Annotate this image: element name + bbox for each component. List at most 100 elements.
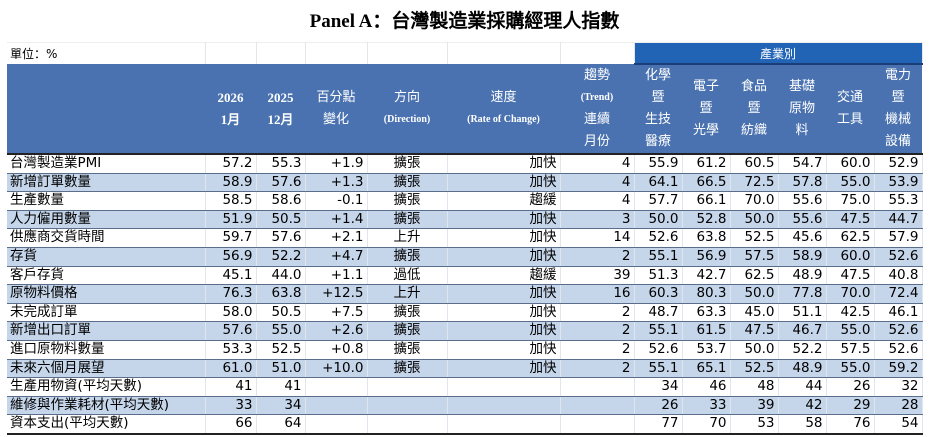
value-2026-jan: 51.9 [205, 210, 257, 230]
industry-value-5: 46.1 [874, 303, 923, 323]
row-label: 新增訂單數量 [7, 173, 206, 193]
industry-value-5: 52.6 [874, 340, 923, 360]
value-2026-jan: 33 [205, 396, 257, 416]
direction: 上升 [367, 284, 448, 304]
header-2025-dec-line: 12月 [267, 111, 294, 127]
header-industry-0-line: 化學 [644, 68, 671, 83]
trend-months: 2 [560, 321, 635, 341]
industry-value-1: 42.7 [682, 266, 731, 286]
header-trend-months-line: (Trend) [580, 91, 614, 103]
point-change: +2.1 [305, 228, 368, 248]
rate-of-change: 加快 [447, 247, 561, 267]
header-industry-3: 基礎 原物料 [778, 64, 826, 155]
trend-months: 3 [560, 210, 635, 230]
rate-of-change: 加快 [447, 210, 561, 230]
industry-value-0: 50.0 [634, 210, 683, 230]
industry-value-0: 52.6 [634, 340, 683, 360]
header-trend-months-line: 連續 [583, 111, 610, 127]
table-row: 新增出口訂單 57.6 55.0 +2.6 擴張 加快 2 55.1 61.5 47.5 46.7 5… [7, 321, 923, 341]
direction [367, 396, 448, 416]
rate-of-change: 趨緩 [447, 191, 561, 211]
header-trend-months-line: 月份 [583, 133, 610, 149]
industry-value-3: 55.6 [778, 191, 827, 211]
industry-value-0: 52.6 [634, 228, 683, 248]
table-row: 生產用物資(平均天數) 41 41 34 46 48 44 26 32 [7, 377, 923, 397]
direction: 擴張 [367, 247, 448, 267]
table-row: 生產數量 58.5 58.6 -0.1 擴張 趨緩 4 57.7 66.1 70.0 55.6 75.… [7, 191, 923, 211]
industry-value-4: 57.5 [826, 340, 875, 360]
value-2026-jan: 57.2 [205, 154, 257, 174]
header-industry-5-line: 電力 [884, 68, 911, 83]
table-row: 維修與作業耗材(平均天數) 33 34 26 33 39 42 29 28 [7, 396, 923, 416]
header-industry-5-line: 設備 [884, 134, 911, 149]
rate-of-change: 加快 [447, 303, 561, 323]
value-2026-jan: 76.3 [205, 284, 257, 304]
rate-of-change: 加快 [447, 154, 561, 174]
header-rate-of-change-line: (Rate of Change) [467, 113, 540, 125]
industry-value-2: 62.5 [730, 266, 779, 286]
industry-value-0: 55.1 [634, 247, 683, 267]
point-change: +1.3 [305, 173, 368, 193]
value-2026-jan: 57.6 [205, 321, 257, 341]
industry-value-2: 50.0 [730, 284, 779, 304]
industry-value-3: 48.9 [778, 266, 827, 286]
header-industry-1-line: 光學 [692, 123, 719, 138]
industry-value-1: 66.5 [682, 173, 731, 193]
industry-value-0: 55.1 [634, 359, 683, 379]
industry-value-0: 55.1 [634, 321, 683, 341]
table-row: 供應商交貨時間 59.7 57.6 +2.1 上升 加快 14 52.6 63.8 52.5 45.… [7, 228, 923, 248]
industry-value-2: 50.0 [730, 340, 779, 360]
header-industry-5-line: 機械 [884, 112, 911, 127]
row-label: 新增出口訂單 [7, 321, 206, 341]
direction: 上升 [367, 228, 448, 248]
industry-value-1: 52.8 [682, 210, 731, 230]
industry-value-5: 52.6 [874, 247, 923, 267]
industry-value-4: 55.0 [826, 321, 875, 341]
rate-of-change: 加快 [447, 284, 561, 304]
header-industry-1: 電子暨光學 [682, 64, 730, 155]
value-2025-dec: 63.8 [256, 284, 306, 304]
direction: 擴張 [367, 303, 448, 323]
header-blank [7, 64, 205, 155]
industry-value-0: 60.3 [634, 284, 683, 304]
trend-months: 14 [560, 228, 635, 248]
industry-value-4: 75.0 [826, 191, 875, 211]
value-2026-jan: 58.0 [205, 303, 257, 323]
industry-value-2: 52.5 [730, 359, 779, 379]
direction [367, 414, 448, 435]
header-row: 2026 1月 2025 12月 百分點 變化 方向 (Direction) 速度 (Rate o… [7, 64, 922, 155]
row-label: 客戶存貨 [7, 266, 206, 286]
industry-value-5: 52.9 [874, 154, 923, 174]
trend-months: 4 [560, 173, 635, 193]
industry-value-1: 65.1 [682, 359, 731, 379]
value-2025-dec: 58.6 [256, 191, 306, 211]
header-industry-3-line: 原物 [788, 101, 815, 116]
value-2025-dec: 41 [256, 377, 306, 397]
industry-value-4: 55.0 [826, 173, 875, 193]
value-2025-dec: 57.6 [256, 228, 306, 248]
direction: 擴張 [367, 321, 448, 341]
point-change [305, 414, 368, 435]
header-trend-months: 趨勢 (Trend) 連續 月份 [560, 64, 634, 155]
industry-value-1: 66.1 [682, 191, 731, 211]
point-change: +10.0 [305, 359, 368, 379]
industry-value-2: 70.0 [730, 191, 779, 211]
rate-of-change: 加快 [447, 173, 561, 193]
row-label: 台灣製造業PMI [7, 154, 206, 174]
header-direction-line: 方向 [393, 89, 420, 105]
trend-months: 2 [560, 340, 635, 360]
industry-value-5: 55.3 [874, 191, 923, 211]
table-row: 原物料價格 76.3 63.8 +12.5 上升 加快 16 60.3 80.3 50.0 77.8… [7, 284, 923, 304]
direction: 擴張 [367, 210, 448, 230]
industry-value-2: 60.5 [730, 154, 779, 174]
industry-value-4: 76 [826, 414, 875, 435]
header-industry-5: 電力暨機械 設備 [874, 64, 922, 155]
point-change: +2.6 [305, 321, 368, 341]
industry-value-3: 57.8 [778, 173, 827, 193]
table-row: 新增訂單數量 58.9 57.6 +1.3 擴張 加快 4 64.1 66.5 72.5 57.8 5… [7, 173, 923, 193]
header-industry-2-line: 食品 [740, 79, 767, 94]
value-2025-dec: 55.0 [256, 321, 306, 341]
rate-of-change: 加快 [447, 321, 561, 341]
direction: 擴張 [367, 340, 448, 360]
header-industry-4-line: 工具 [836, 112, 863, 127]
